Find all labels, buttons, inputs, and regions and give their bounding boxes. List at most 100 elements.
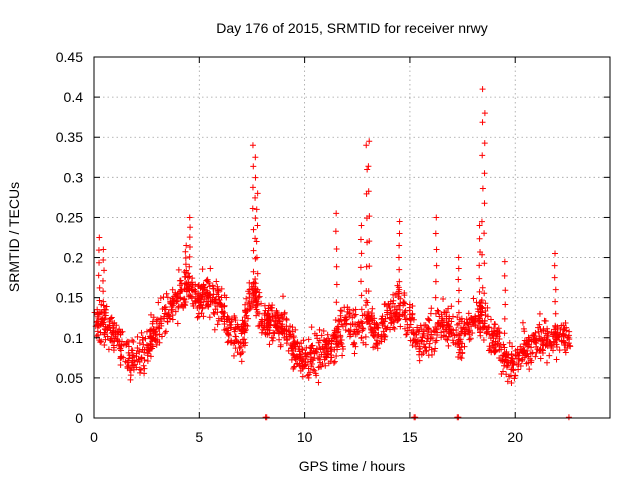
data-point bbox=[358, 222, 365, 229]
data-point bbox=[562, 349, 569, 356]
data-point bbox=[182, 286, 189, 293]
data-point bbox=[157, 318, 164, 325]
data-point bbox=[174, 290, 181, 297]
y-tick-label: 0.15 bbox=[56, 290, 83, 306]
data-point bbox=[175, 304, 182, 311]
data-point bbox=[425, 316, 432, 323]
data-point bbox=[412, 339, 419, 346]
data-point bbox=[337, 316, 344, 323]
data-point bbox=[149, 318, 156, 325]
x-axis-label: GPS time / hours bbox=[299, 458, 406, 474]
data-point bbox=[519, 319, 526, 326]
data-point bbox=[464, 320, 471, 327]
data-point bbox=[98, 316, 105, 323]
data-point bbox=[289, 328, 296, 335]
data-point bbox=[106, 316, 113, 323]
data-point bbox=[535, 324, 542, 331]
data-point bbox=[378, 335, 385, 342]
data-point bbox=[552, 286, 559, 293]
data-point bbox=[528, 344, 535, 351]
data-point bbox=[236, 345, 243, 352]
data-point bbox=[552, 334, 559, 341]
data-point bbox=[198, 301, 205, 308]
data-point bbox=[351, 350, 358, 357]
data-point bbox=[100, 309, 107, 316]
data-point bbox=[314, 335, 321, 342]
data-point bbox=[500, 341, 507, 348]
data-point bbox=[385, 301, 392, 308]
data-point bbox=[383, 326, 390, 333]
data-point bbox=[198, 310, 205, 317]
data-point bbox=[169, 316, 176, 323]
data-point bbox=[203, 287, 210, 294]
data-point bbox=[136, 359, 143, 366]
data-point bbox=[560, 337, 567, 344]
data-point bbox=[546, 352, 553, 359]
data-point bbox=[476, 302, 483, 309]
data-point bbox=[519, 356, 526, 363]
data-point bbox=[501, 358, 508, 365]
data-point bbox=[186, 234, 193, 241]
data-point bbox=[489, 332, 496, 339]
data-point bbox=[250, 289, 257, 296]
data-point bbox=[520, 325, 527, 332]
data-point bbox=[96, 234, 103, 241]
data-point bbox=[379, 319, 386, 326]
data-point bbox=[390, 291, 397, 298]
data-point bbox=[148, 334, 155, 341]
data-point bbox=[211, 311, 218, 318]
data-point bbox=[420, 327, 427, 334]
data-point bbox=[152, 332, 159, 339]
data-point bbox=[237, 339, 244, 346]
y-tick-label: 0 bbox=[75, 410, 83, 426]
data-point bbox=[275, 326, 282, 333]
data-point bbox=[489, 340, 496, 347]
data-point bbox=[479, 284, 486, 291]
data-point bbox=[352, 311, 359, 318]
data-point bbox=[443, 309, 450, 316]
data-point bbox=[249, 205, 256, 212]
y-tick-label: 0.2 bbox=[64, 250, 84, 266]
data-point bbox=[183, 267, 190, 274]
data-point bbox=[410, 329, 417, 336]
data-point bbox=[258, 300, 265, 307]
data-point bbox=[294, 339, 301, 346]
data-point bbox=[412, 414, 419, 421]
data-point bbox=[423, 338, 430, 345]
data-point bbox=[147, 353, 154, 360]
data-point bbox=[358, 278, 365, 285]
data-point bbox=[255, 294, 262, 301]
data-point bbox=[382, 333, 389, 340]
data-point bbox=[250, 268, 257, 275]
data-point bbox=[533, 349, 540, 356]
data-point bbox=[95, 247, 102, 254]
data-point bbox=[401, 309, 408, 316]
data-point bbox=[442, 336, 449, 343]
data-point bbox=[346, 311, 353, 318]
data-point bbox=[174, 320, 181, 327]
data-point bbox=[333, 334, 340, 341]
data-point bbox=[102, 327, 109, 334]
data-point bbox=[290, 364, 297, 371]
data-point bbox=[566, 336, 573, 343]
data-point bbox=[429, 335, 436, 342]
data-point bbox=[403, 331, 410, 338]
data-point bbox=[101, 331, 108, 338]
data-point bbox=[141, 370, 148, 377]
data-point bbox=[551, 330, 558, 337]
plot-frame bbox=[93, 56, 611, 419]
data-point bbox=[363, 263, 370, 270]
data-point bbox=[252, 275, 259, 282]
y-tick-label: 0.25 bbox=[56, 209, 83, 225]
data-point bbox=[507, 372, 514, 379]
data-point bbox=[238, 350, 245, 357]
data-point bbox=[240, 340, 247, 347]
data-point bbox=[210, 309, 217, 316]
data-point bbox=[330, 359, 337, 366]
data-point bbox=[276, 317, 283, 324]
data-point bbox=[352, 331, 359, 338]
data-point bbox=[145, 342, 152, 349]
data-point bbox=[503, 351, 510, 358]
data-point bbox=[249, 142, 256, 149]
data-point bbox=[266, 302, 273, 309]
